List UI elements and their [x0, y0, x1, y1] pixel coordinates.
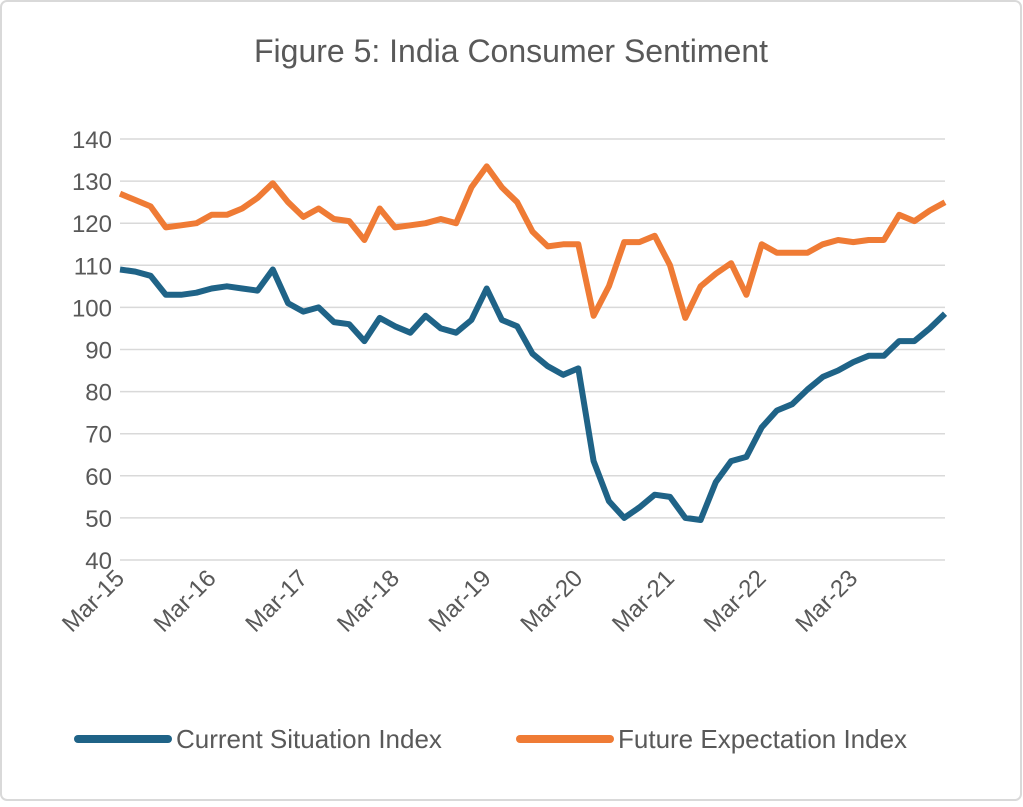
y-tick-label: 80 — [85, 380, 112, 407]
chart-title: Figure 5: India Consumer Sentiment — [254, 33, 768, 69]
y-tick-label: 90 — [85, 338, 112, 365]
legend-label: Future Expectation Index — [618, 724, 907, 754]
y-tick-label: 110 — [74, 253, 112, 280]
line — [118, 163, 947, 321]
y-tick-label: 100 — [72, 295, 112, 322]
y-tick-label: 130 — [72, 169, 112, 196]
y-tick-label: 120 — [72, 211, 112, 238]
y-tick-label: 50 — [85, 506, 112, 533]
y-tick-label: 40 — [85, 548, 112, 575]
legend-label: Current Situation Index — [176, 724, 442, 754]
y-tick-label: 60 — [85, 464, 112, 491]
y-tick-label: 140 — [72, 127, 112, 154]
line — [119, 266, 948, 523]
y-tick-label: 70 — [85, 422, 112, 449]
